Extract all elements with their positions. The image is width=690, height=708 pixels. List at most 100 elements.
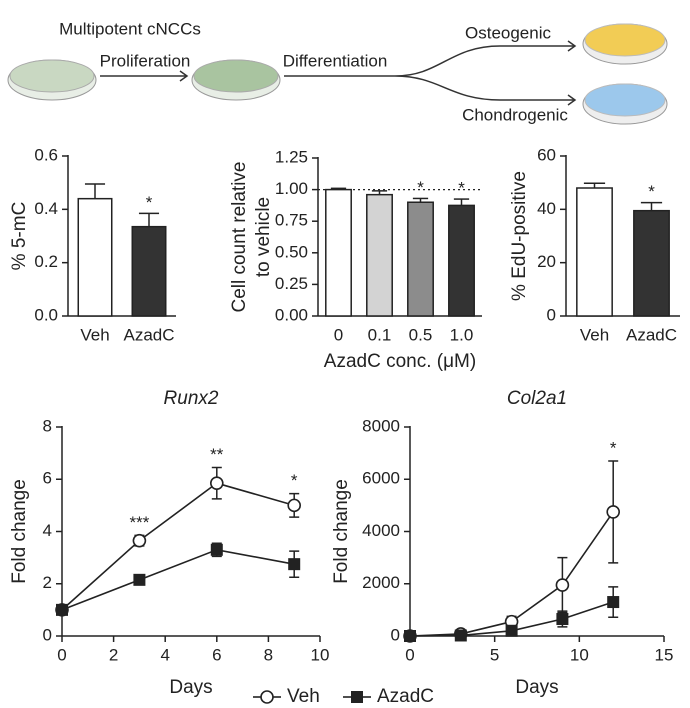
point (56, 603, 68, 616)
legend-label: Veh (287, 686, 320, 707)
point (607, 596, 620, 609)
point (606, 505, 621, 519)
legend-marker (260, 690, 274, 704)
x-tick-label: AzadC (626, 325, 677, 344)
point (133, 573, 146, 586)
point (555, 578, 570, 592)
y-axis-label: % EdU-positive (509, 171, 530, 301)
y-axis-label: % 5-mC (9, 202, 30, 271)
point (556, 613, 569, 626)
y-axis-label: Fold change (331, 479, 352, 584)
y-tick-label: 1.25 (275, 147, 308, 166)
x-tick-label: AzadC (123, 325, 174, 344)
x-tick-label: 0 (334, 325, 343, 344)
significance: ** (210, 445, 224, 464)
significance: * (648, 182, 655, 201)
y-tick-label: 0 (391, 625, 400, 644)
point (132, 533, 147, 548)
x-tick-label: Veh (80, 325, 109, 344)
schematic: Multipotent cNCCs Proliferation Differen… (7, 19, 668, 125)
y-tick-label: 20 (537, 252, 556, 271)
x-tick-label: 5 (490, 645, 499, 664)
x-tick-label: 0.1 (368, 325, 392, 344)
x-tick-label: 8 (264, 645, 273, 664)
y-tick-label: 1.00 (275, 179, 308, 198)
x-tick-label: 0 (57, 645, 66, 664)
significance: * (291, 471, 298, 490)
chart-title: Col2a1 (507, 388, 567, 409)
chart-title: Runx2 (164, 388, 219, 409)
legend-label: AzadC (377, 686, 434, 707)
significance: *** (129, 513, 149, 532)
diagram-label: Multipotent cNCCs (59, 19, 201, 38)
x-axis-label: Days (515, 677, 558, 698)
x-tick-label: 1.0 (450, 325, 474, 344)
y-tick-label: 60 (537, 145, 556, 164)
point (505, 624, 518, 637)
dish-cells (584, 83, 666, 117)
bar (366, 193, 393, 317)
series-line (61, 482, 295, 611)
y-tick-label: 0.0 (34, 305, 58, 324)
significance: * (458, 179, 465, 198)
x-tick-label: 0 (405, 645, 414, 664)
y-tick-label: 8 (43, 416, 52, 435)
y-tick-label: 0 (547, 305, 556, 324)
y-tick-label: 4 (43, 521, 52, 540)
bar (77, 197, 113, 317)
point (210, 476, 224, 490)
x-tick-label: 10 (570, 645, 589, 664)
bar (131, 225, 167, 317)
point (404, 630, 416, 642)
y-tick-label: 2000 (362, 573, 400, 592)
x-tick-label: Veh (580, 325, 609, 344)
y-tick-label: 4000 (362, 521, 400, 540)
x-tick-label: 6 (212, 645, 221, 664)
y-axis-label: to vehicle (253, 197, 274, 277)
x-tick-label: 0.5 (409, 325, 433, 344)
x-tick-label: 10 (311, 645, 330, 664)
point (210, 543, 223, 556)
y-tick-label: 0.4 (34, 199, 58, 218)
y-axis-label: Fold change (9, 479, 30, 584)
y-tick-label: 0.50 (275, 242, 308, 261)
dish-cells (584, 23, 666, 57)
point (287, 498, 302, 513)
point (288, 558, 301, 571)
series-line (61, 548, 295, 611)
x-tick-label: 4 (160, 645, 169, 664)
point (454, 629, 467, 642)
y-tick-label: 0.2 (34, 252, 58, 271)
x-axis-label: Days (169, 677, 212, 698)
y-tick-label: 6000 (362, 469, 400, 488)
x-axis-label: AzadC conc. (μM) (324, 351, 476, 372)
y-tick-label: 0.00 (275, 305, 308, 324)
arrow (284, 40, 577, 106)
y-tick-label: 0.6 (34, 145, 58, 164)
significance: * (610, 438, 617, 457)
y-tick-label: 0.75 (275, 211, 308, 230)
dish-cells (193, 59, 279, 93)
bar (633, 209, 670, 317)
bar (407, 201, 434, 317)
significance: * (146, 193, 153, 212)
bar (325, 188, 352, 317)
y-tick-label: 0.25 (275, 274, 308, 293)
y-tick-label: 40 (537, 199, 556, 218)
x-tick-label: 2 (109, 645, 118, 664)
bar (576, 187, 613, 317)
x-tick-label: 15 (655, 645, 674, 664)
y-tick-label: 6 (43, 469, 52, 488)
y-tick-label: 0 (43, 625, 52, 644)
diagram-label: Differentiation (283, 51, 388, 70)
diagram-label: Proliferation (100, 51, 191, 70)
arrow (100, 70, 189, 82)
legend-marker (351, 691, 363, 703)
y-tick-label: 8000 (362, 416, 400, 435)
dish-cells (9, 59, 95, 93)
y-axis-label: Cell count relative (229, 161, 250, 312)
y-tick-label: 2 (43, 573, 52, 592)
significance: * (417, 178, 424, 197)
diagram-label: Osteogenic (465, 23, 551, 42)
